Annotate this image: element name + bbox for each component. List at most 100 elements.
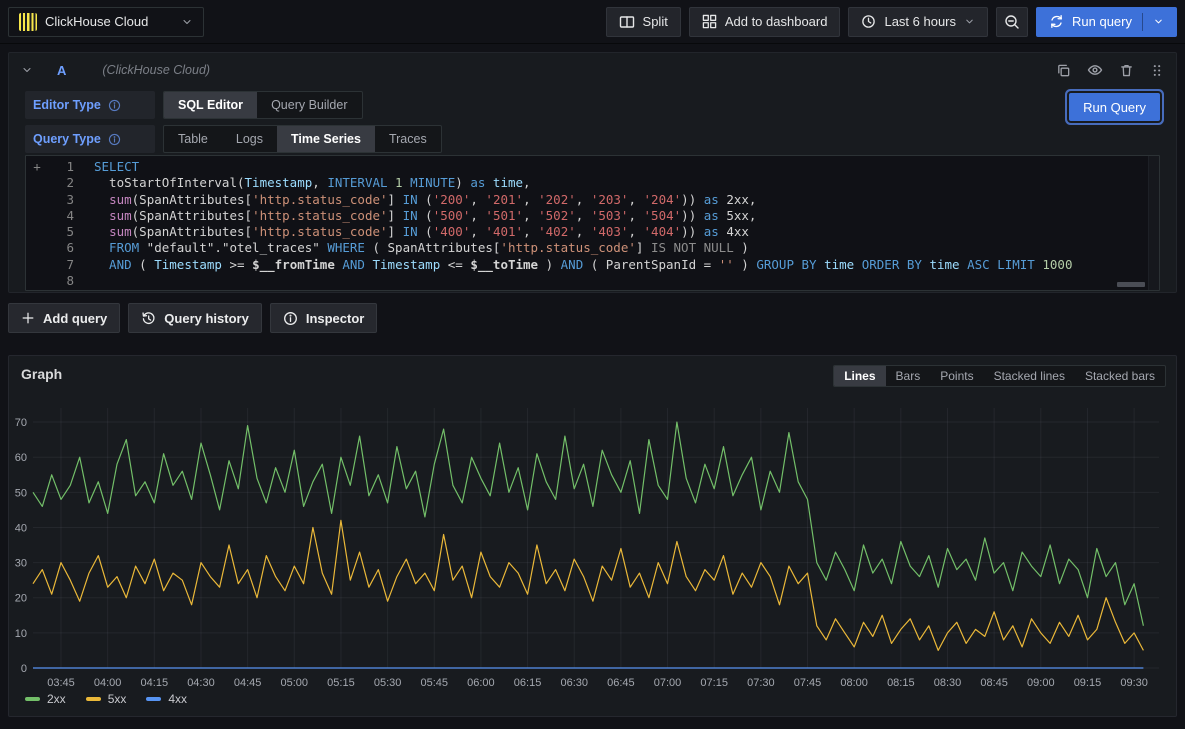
y-axis-tick-label: 30 — [15, 558, 27, 570]
x-axis-tick-label: 07:15 — [700, 677, 728, 689]
x-axis-tick-label: 05:30 — [374, 677, 402, 689]
time-range-picker[interactable]: Last 6 hours — [848, 7, 988, 37]
legend-label: 2xx — [47, 692, 66, 706]
sql-line: 6 FROM "default"."otel_traces" WHERE ( S… — [26, 240, 1159, 256]
run-query-button[interactable]: Run Query — [1069, 93, 1160, 121]
hide-query-eye-icon[interactable] — [1087, 62, 1103, 78]
y-axis-tick-label: 50 — [15, 487, 27, 499]
info-circle-icon[interactable] — [108, 99, 121, 112]
zoom-out-time-button[interactable] — [996, 7, 1028, 37]
chevron-down-icon — [964, 16, 975, 27]
sql-lines: +1SELECT 2 toStartOfInterval(Timestamp, … — [26, 156, 1159, 289]
legend-label: 4xx — [168, 692, 187, 706]
x-axis-tick-label: 09:15 — [1074, 677, 1102, 689]
info-circle-icon[interactable] — [108, 133, 121, 146]
x-axis-tick-label: 04:30 — [187, 677, 215, 689]
run-query-toolbar-button[interactable]: Run query — [1036, 7, 1177, 37]
sql-line: 7 AND ( Timestamp >= $__fromTime AND Tim… — [26, 257, 1159, 273]
viz-mode-stacked-lines[interactable]: Stacked lines — [984, 366, 1075, 386]
viz-mode-points[interactable]: Points — [930, 366, 983, 386]
clock-icon — [861, 14, 876, 29]
drag-handle-icon[interactable] — [1150, 63, 1164, 78]
line-number: 8 — [48, 273, 74, 289]
query-type-option-logs[interactable]: Logs — [222, 126, 277, 152]
query-type-option-table[interactable]: Table — [164, 126, 222, 152]
line-number: 1 — [48, 159, 74, 175]
line-number: 6 — [48, 240, 74, 256]
inspector-button[interactable]: Inspector — [270, 303, 378, 333]
legend-label: 5xx — [108, 692, 127, 706]
editor-vertical-scrollbar[interactable] — [1148, 156, 1159, 290]
editor-type-row: Editor Type SQL EditorQuery Builder — [9, 89, 1176, 121]
line-number: 2 — [48, 175, 74, 191]
plus-icon — [21, 311, 35, 325]
timeseries-chart[interactable]: 01020304050607003:4504:0004:1504:3004:45… — [13, 398, 1166, 694]
gutter-spacer — [26, 240, 48, 256]
gutter-spacer — [26, 257, 48, 273]
add-query-button[interactable]: Add query — [8, 303, 120, 333]
info-circle-icon — [283, 311, 298, 326]
series-line-5xx — [33, 520, 1143, 650]
datasource-picker[interactable]: ClickHouse Cloud — [8, 7, 204, 37]
x-axis-tick-label: 07:00 — [654, 677, 682, 689]
query-datasource-hint: (ClickHouse Cloud) — [102, 63, 210, 77]
sql-line: 5 sum(SpanAttributes['http.status_code']… — [26, 224, 1159, 240]
legend-item-5xx[interactable]: 5xx — [86, 692, 127, 706]
sql-line: 4 sum(SpanAttributes['http.status_code']… — [26, 208, 1159, 224]
chart-legend: 2xx 5xx 4xx — [25, 692, 187, 706]
editor-type-label: Editor Type — [25, 91, 155, 119]
y-axis-tick-label: 60 — [15, 452, 27, 464]
x-axis-tick-label: 04:00 — [94, 677, 122, 689]
editor-horizontal-scrollbar[interactable] — [1117, 282, 1145, 287]
legend-item-4xx[interactable]: 4xx — [146, 692, 187, 706]
query-type-row: Query Type TableLogsTime SeriesTraces — [9, 123, 1176, 155]
viz-mode-bars[interactable]: Bars — [886, 366, 931, 386]
y-axis-tick-label: 20 — [15, 593, 27, 605]
y-axis-tick-label: 10 — [15, 628, 27, 640]
legend-swatch — [146, 697, 161, 701]
chevron-down-icon — [181, 16, 193, 28]
sql-line: 2 toStartOfInterval(Timestamp, INTERVAL … — [26, 175, 1159, 191]
gutter-spacer — [26, 208, 48, 224]
editor-type-toggle: SQL EditorQuery Builder — [163, 91, 363, 119]
query-type-option-time-series[interactable]: Time Series — [277, 126, 375, 152]
duplicate-query-icon[interactable] — [1056, 63, 1071, 78]
x-axis-tick-label: 09:00 — [1027, 677, 1055, 689]
datasource-label: ClickHouse Cloud — [45, 14, 173, 29]
add-to-dashboard-button[interactable]: Add to dashboard — [689, 7, 841, 37]
editor-type-option-sql-editor[interactable]: SQL Editor — [164, 92, 257, 118]
clickhouse-logo-icon — [19, 13, 37, 31]
zoom-out-icon — [1004, 14, 1020, 30]
series-line-2xx — [33, 422, 1143, 626]
gutter-plus-icon[interactable]: + — [26, 159, 48, 175]
legend-item-2xx[interactable]: 2xx — [25, 692, 66, 706]
x-axis-tick-label: 05:00 — [281, 677, 309, 689]
x-axis-tick-label: 07:45 — [794, 677, 822, 689]
split-button[interactable]: Split — [606, 7, 681, 37]
query-type-toggle: TableLogsTime SeriesTraces — [163, 125, 442, 153]
viz-mode-stacked-bars[interactable]: Stacked bars — [1075, 366, 1165, 386]
line-number: 3 — [48, 192, 74, 208]
query-footer-actions: Add query Query history Inspector — [8, 303, 377, 333]
query-type-label: Query Type — [25, 125, 155, 153]
legend-swatch — [86, 697, 101, 701]
delete-query-trash-icon[interactable] — [1119, 63, 1134, 78]
query-history-button[interactable]: Query history — [128, 303, 262, 333]
viz-mode-lines[interactable]: Lines — [834, 366, 885, 386]
sql-line: +1SELECT — [26, 159, 1159, 175]
collapse-query-chevron-icon[interactable] — [21, 64, 33, 76]
x-axis-tick-label: 04:15 — [141, 677, 169, 689]
x-axis-tick-label: 06:30 — [560, 677, 588, 689]
x-axis-tick-label: 03:45 — [47, 677, 75, 689]
sql-code-editor[interactable]: +1SELECT 2 toStartOfInterval(Timestamp, … — [25, 155, 1160, 291]
x-axis-tick-label: 08:30 — [934, 677, 962, 689]
query-type-option-traces[interactable]: Traces — [375, 126, 441, 152]
line-number: 7 — [48, 257, 74, 273]
graph-panel: Graph LinesBarsPointsStacked linesStacke… — [8, 355, 1177, 717]
x-axis-tick-label: 07:30 — [747, 677, 775, 689]
apps-grid-icon — [702, 14, 717, 29]
query-editor-panel: A (ClickHouse Cloud) Editor Type SQL Edi… — [8, 52, 1177, 293]
editor-type-option-query-builder[interactable]: Query Builder — [257, 92, 361, 118]
line-number: 5 — [48, 224, 74, 240]
query-row-header: A (ClickHouse Cloud) — [9, 53, 1176, 87]
